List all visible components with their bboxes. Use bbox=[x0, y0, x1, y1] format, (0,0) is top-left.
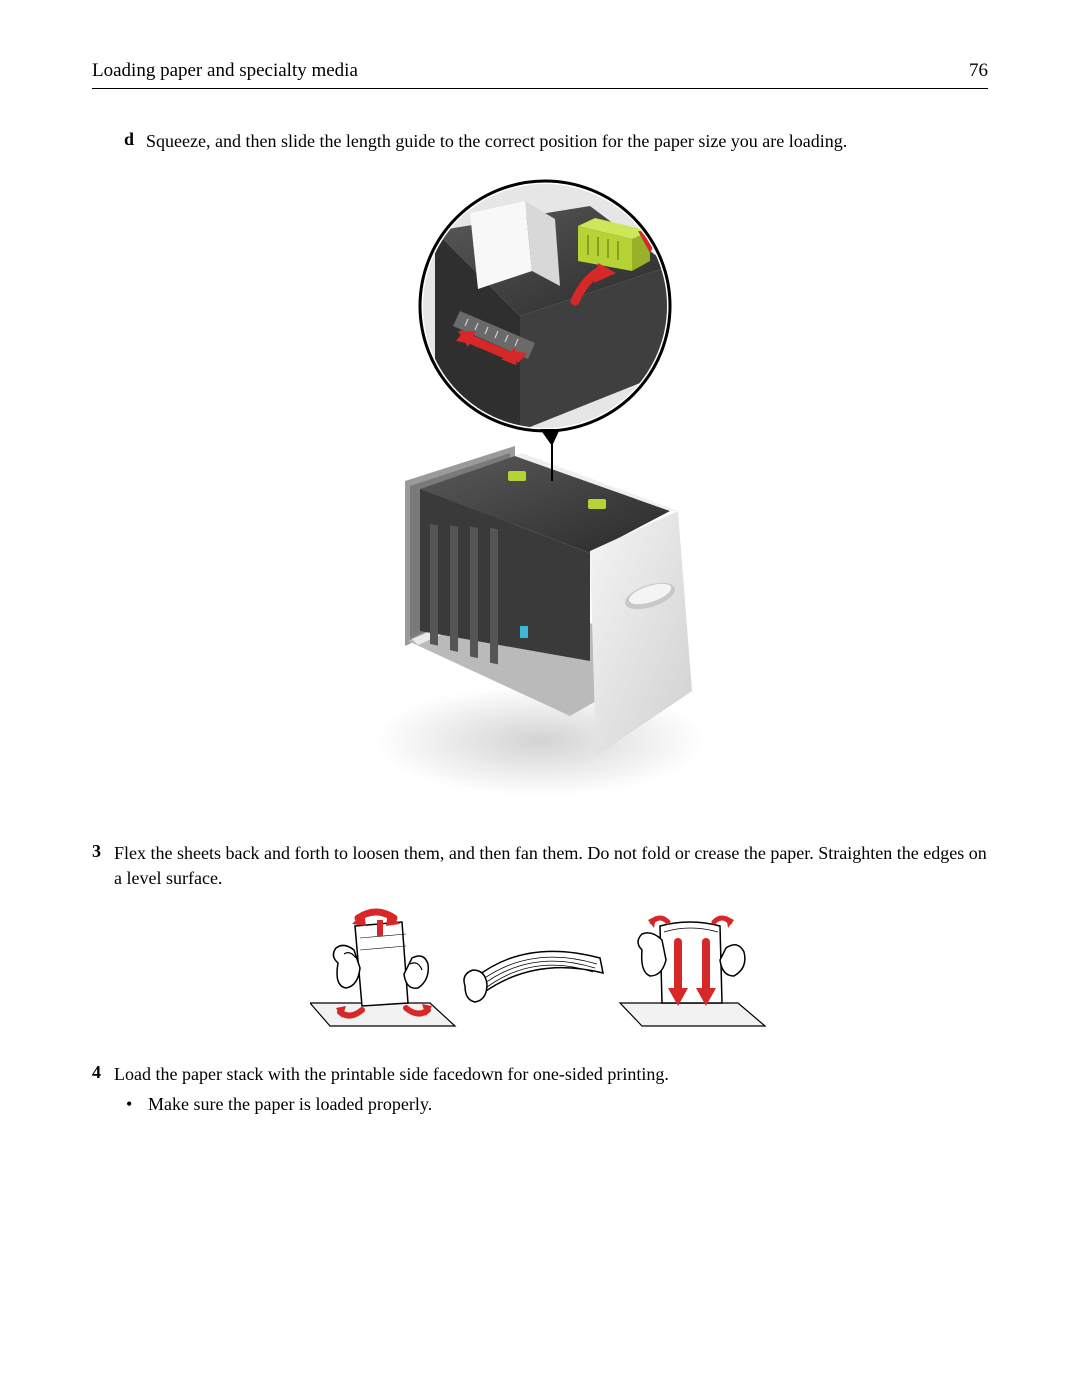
step-4-bullet: • Make sure the paper is loaded properly… bbox=[126, 1094, 988, 1115]
step-4-text: Load the paper stack with the printable … bbox=[114, 1062, 669, 1086]
header-title: Loading paper and specialty media bbox=[92, 60, 358, 82]
step-4-bullet-text: Make sure the paper is loaded properly. bbox=[148, 1094, 432, 1115]
step-number-3: 3 bbox=[92, 841, 114, 890]
page-header: Loading paper and specialty media 76 bbox=[92, 60, 988, 89]
step-3: 3 Flex the sheets back and forth to loos… bbox=[92, 841, 988, 890]
step-3-text: Flex the sheets back and forth to loosen… bbox=[114, 841, 988, 890]
step-number-4: 4 bbox=[92, 1062, 114, 1086]
step-d: d Squeeze, and then slide the length gui… bbox=[124, 129, 988, 153]
step-d-text: Squeeze, and then slide the length guide… bbox=[146, 129, 847, 153]
step-letter-d: d bbox=[124, 129, 146, 153]
step-4: 4 Load the paper stack with the printabl… bbox=[92, 1062, 988, 1086]
page-number: 76 bbox=[969, 60, 988, 82]
printer-tray-illustration bbox=[360, 171, 720, 811]
paper-fan-illustration bbox=[310, 908, 770, 1038]
bullet-dot: • bbox=[126, 1094, 148, 1115]
